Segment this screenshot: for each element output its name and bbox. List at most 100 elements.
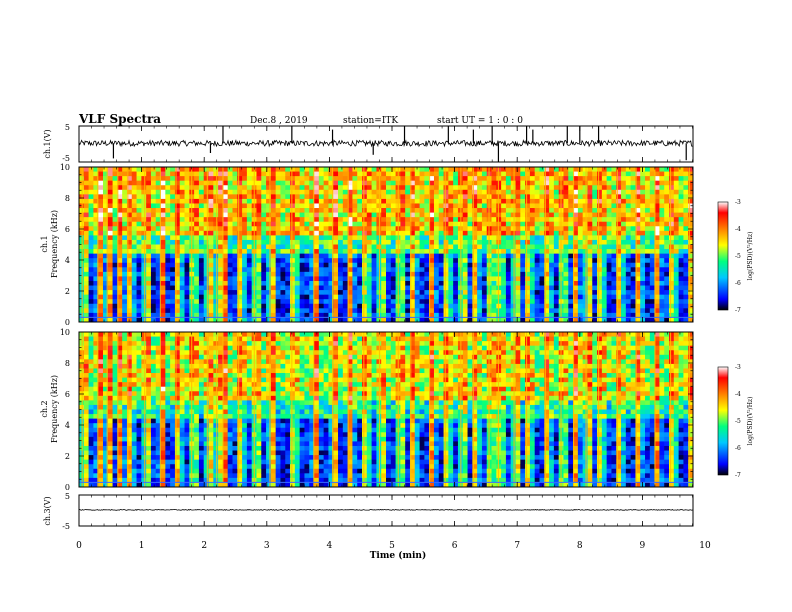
spectrogram-cell (573, 285, 579, 291)
spectrogram-cell (621, 285, 627, 291)
spectrogram-cell (165, 303, 171, 309)
spectrogram-cell (438, 249, 444, 255)
spectrogram-cell (529, 267, 536, 273)
spectrogram-cell (174, 194, 181, 200)
spectrogram-cell (539, 285, 545, 291)
spectrogram-cell (126, 212, 133, 218)
spectrogram-cell (577, 267, 584, 273)
spectrogram-cell (438, 171, 444, 177)
spectrogram-cell (352, 290, 358, 296)
spectrogram-cell (342, 203, 349, 209)
spectrogram-cell (122, 212, 128, 218)
spectrogram-cell (261, 230, 267, 236)
spectrogram-cell (352, 203, 358, 209)
spectrogram-cell (429, 180, 435, 186)
spectrogram-cell (218, 203, 224, 209)
spectrogram-cell (266, 180, 272, 186)
spectrogram-cell (462, 262, 468, 268)
spectrogram-cell (146, 258, 152, 264)
spectrogram-cell (170, 212, 176, 218)
spectrogram-cell (491, 253, 497, 259)
spectrogram-cell (525, 180, 531, 186)
spectrogram-cell (93, 294, 99, 300)
spectrogram-cell (419, 258, 425, 264)
spectrogram-cell (93, 217, 99, 223)
spectrogram-cell (630, 167, 636, 172)
spectrogram-cell (453, 194, 459, 200)
spectrogram-cell (88, 280, 94, 286)
spectrogram-cell (155, 267, 161, 273)
spectrogram-cell (107, 217, 113, 223)
spectrogram-cell (635, 198, 641, 204)
spectrogram-cell (184, 208, 190, 213)
spectrogram-cell (366, 203, 373, 209)
spectrogram-cell (352, 198, 358, 204)
spectrogram-cell (611, 244, 617, 250)
spectrogram-cell (198, 221, 205, 227)
spectrogram-cell (553, 299, 560, 305)
spectrogram-cell (131, 180, 137, 186)
spectrogram-cell (645, 244, 651, 250)
spectrogram-cell (98, 359, 104, 365)
spectrogram-cell (146, 198, 152, 204)
spectrogram-cell (453, 249, 459, 255)
spectrogram-cell (242, 249, 248, 255)
spectrogram-cell (179, 217, 185, 223)
spectrogram-cell (433, 294, 440, 300)
spectrogram-cell (203, 239, 209, 245)
spectrogram-cell (122, 244, 128, 250)
spectrogram-cell (362, 171, 368, 177)
spectrogram-cell (462, 267, 468, 273)
spectrogram-cell (126, 226, 133, 232)
spectrogram-cell (640, 189, 646, 195)
spectrogram-cell (208, 189, 214, 195)
spectrogram-cell (501, 258, 507, 264)
spectrogram-cell (669, 312, 675, 318)
spectrogram-cell (659, 239, 665, 245)
spectrogram-cell (93, 368, 99, 374)
spectrogram-cell (438, 308, 444, 314)
spectrogram-cell (198, 230, 205, 236)
spectrogram-cell (539, 171, 545, 177)
spectrogram-cell (232, 198, 238, 204)
spectrogram-cell (342, 280, 349, 286)
spectrogram-cell (472, 189, 478, 195)
spectrogram-cell (520, 294, 526, 300)
spectrogram-cell (433, 244, 440, 250)
spectrogram-cell (170, 176, 176, 182)
spectrogram-cell (640, 258, 646, 264)
spectrogram-cell (501, 185, 507, 191)
spectrogram-cell (309, 290, 315, 296)
spectrogram-cell (630, 221, 636, 227)
spectrogram-cell (645, 271, 651, 277)
spectrogram-cell (155, 312, 161, 318)
spectrogram-cell (467, 203, 473, 209)
spectrogram-cell (98, 445, 104, 451)
spectrogram-cell (414, 208, 420, 213)
spectrogram-cell (405, 294, 411, 300)
spectrogram-cell (621, 194, 627, 200)
spectrogram-cell (107, 176, 113, 182)
spectrogram-cell (491, 185, 497, 191)
spectrogram-cell (491, 317, 497, 323)
spectrogram-cell (280, 189, 286, 195)
spectrogram-cell (194, 208, 200, 213)
spectrogram-cell (400, 258, 406, 264)
spectrogram-cell (237, 290, 243, 296)
spectrogram-cell (678, 244, 684, 250)
spectrogram-cell (597, 276, 603, 282)
spectrogram-cell (409, 253, 416, 259)
spectrogram-cell (448, 180, 454, 186)
spectrogram-cell (131, 185, 137, 191)
spectrogram-cell (275, 221, 281, 227)
spectrogram-cell (601, 208, 608, 213)
spectrogram-cell (357, 221, 363, 227)
spectrogram-cell (194, 185, 200, 191)
spectrogram-cell (640, 217, 646, 223)
spectrogram-cell (98, 455, 104, 461)
spectrogram-cell (587, 235, 593, 241)
spectrogram-cell (544, 189, 550, 195)
spectrogram-cell (165, 189, 171, 195)
spectrogram-cell (649, 185, 656, 191)
spectrogram-cell (645, 171, 651, 177)
